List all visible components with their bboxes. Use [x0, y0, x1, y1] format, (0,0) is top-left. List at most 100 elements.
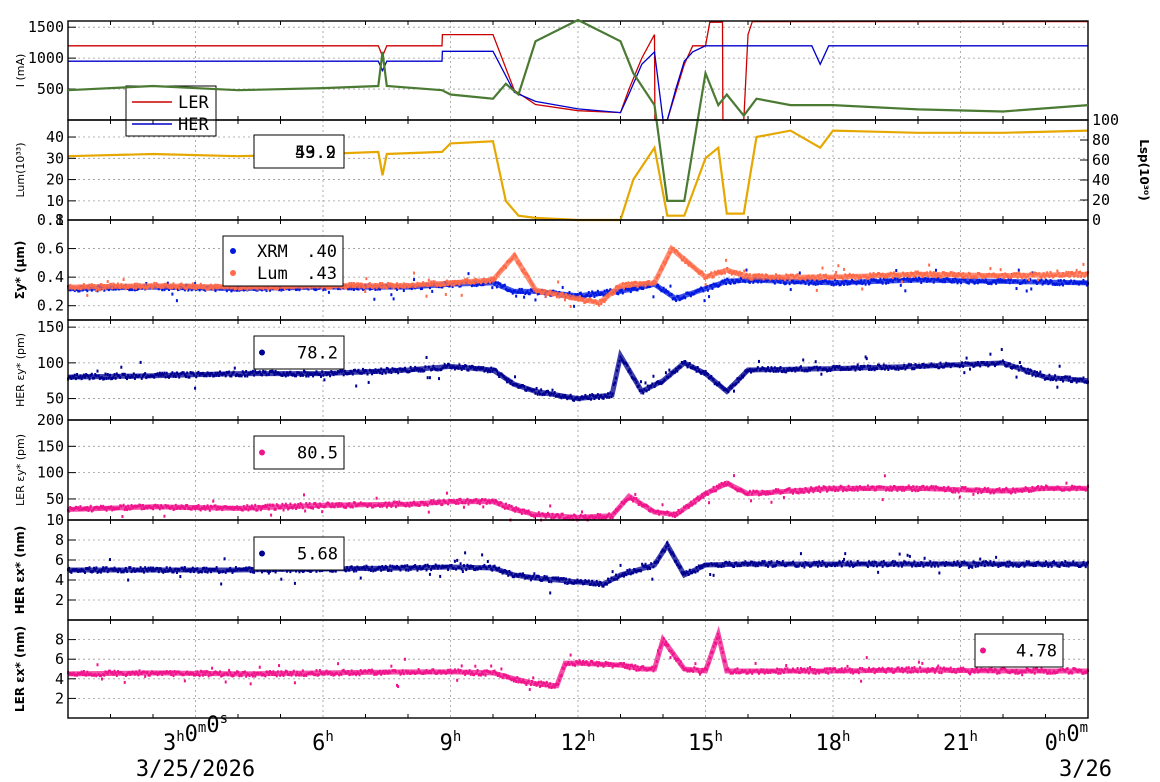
- data-point: [166, 281, 169, 285]
- y-tick-label: 10: [46, 511, 64, 529]
- series-band: [67, 480, 1088, 520]
- data-point: [900, 280, 903, 284]
- data-point: [1058, 364, 1061, 368]
- y-axis-label: LER εy* (pm): [14, 434, 27, 506]
- data-point: [563, 298, 566, 302]
- data-point: [282, 508, 285, 512]
- data-point: [1015, 287, 1018, 291]
- data-point: [661, 503, 664, 507]
- data-point: [708, 295, 711, 299]
- data-point: [205, 287, 208, 291]
- data-point: [1030, 287, 1033, 291]
- data-point: [1037, 278, 1040, 282]
- y-tick-label: 4: [55, 670, 64, 688]
- data-point: [972, 492, 975, 496]
- data-point: [299, 502, 302, 506]
- data-point: [928, 263, 931, 267]
- y-tick-label: 50: [46, 490, 64, 508]
- data-point: [390, 293, 393, 297]
- data-point: [999, 268, 1002, 272]
- y-tick-label: 6: [55, 551, 64, 569]
- data-point: [770, 500, 773, 504]
- data-point: [98, 288, 101, 292]
- legend-marker: [230, 248, 236, 254]
- data-point: [703, 299, 706, 303]
- y-tick-label: 150: [37, 318, 64, 336]
- y-axis-label: Lum(10³³): [14, 142, 27, 197]
- legend-box: [253, 134, 345, 169]
- data-point: [969, 367, 972, 371]
- data-point: [467, 272, 470, 276]
- legend-label: Lum: [257, 264, 288, 284]
- data-point: [425, 294, 428, 298]
- legend-box: [253, 335, 345, 370]
- data-point: [106, 280, 109, 284]
- legend-box: [253, 435, 345, 470]
- legend-label: LER: [178, 93, 209, 113]
- data-point: [139, 360, 142, 364]
- data-point: [428, 376, 431, 380]
- data-point: [86, 293, 89, 297]
- y2-tick-label: 100: [1092, 111, 1119, 129]
- data-point: [223, 557, 226, 561]
- y-tick-label: 500: [37, 80, 64, 98]
- data-point: [293, 581, 296, 585]
- data-point: [989, 352, 992, 356]
- data-point: [544, 294, 547, 298]
- data-point: [108, 558, 111, 562]
- data-point: [820, 372, 823, 376]
- legend-value: .43: [306, 264, 337, 284]
- y2-tick-label: 40: [1092, 171, 1110, 189]
- y-tick-label: 1: [55, 211, 64, 229]
- legend-box: [222, 235, 344, 287]
- data-point: [814, 360, 817, 364]
- data-point: [963, 371, 966, 375]
- data-point: [835, 270, 838, 274]
- y2-tick-label: 60: [1092, 151, 1110, 169]
- data-point: [895, 269, 898, 273]
- data-point: [967, 566, 970, 570]
- y-axis-label: Σy* (µm): [13, 241, 27, 300]
- data-point: [864, 355, 867, 359]
- legend-value: 5.68: [297, 545, 338, 565]
- data-point: [78, 289, 81, 293]
- data-point: [854, 277, 857, 281]
- y-tick-label: 40: [46, 128, 64, 146]
- data-point: [491, 286, 494, 290]
- data-point: [179, 575, 182, 579]
- y-tick-label: 10: [46, 192, 64, 210]
- data-point: [462, 505, 465, 509]
- data-point: [355, 384, 358, 388]
- data-point: [1039, 370, 1042, 374]
- data-point: [757, 359, 760, 363]
- y-tick-label: 8: [55, 531, 64, 549]
- y-tick-label: 0.8: [37, 211, 64, 229]
- data-point: [1000, 347, 1003, 351]
- data-point: [750, 499, 753, 503]
- data-point: [127, 578, 130, 582]
- data-point: [367, 380, 370, 384]
- legend-marker: [230, 270, 236, 276]
- data-point: [267, 571, 270, 575]
- data-point: [938, 571, 941, 575]
- data-point: [712, 573, 715, 577]
- data-point: [427, 510, 430, 514]
- data-point: [837, 264, 840, 268]
- data-point: [580, 510, 583, 514]
- y-axis-label: I (mA): [14, 54, 27, 88]
- series-LER εx*: [67, 625, 1089, 692]
- y-tick-label: 2: [55, 689, 64, 707]
- legend-value: 43.9: [295, 143, 336, 163]
- data-point: [733, 474, 736, 478]
- data-point: [365, 277, 368, 281]
- data-point: [815, 288, 818, 292]
- y2-tick-label: 80: [1092, 131, 1110, 149]
- data-point: [664, 371, 667, 375]
